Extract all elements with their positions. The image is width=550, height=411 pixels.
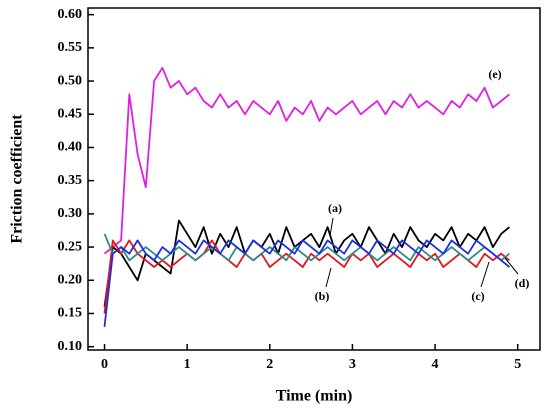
x-tick-label: 5 — [514, 357, 521, 372]
x-tick-label: 4 — [432, 357, 439, 372]
annotation-arrow — [325, 267, 332, 288]
y-tick-label: 0.10 — [58, 339, 83, 354]
x-axis-label: Time (min) — [276, 388, 353, 405]
y-tick-label: 0.60 — [58, 7, 83, 22]
y-axis-label: Friction coefficient — [9, 114, 26, 244]
annotation-arrow — [480, 261, 490, 288]
y-tick-label: 0.35 — [58, 173, 83, 188]
x-tick-label: 2 — [266, 357, 273, 372]
y-tick-label: 0.30 — [58, 206, 83, 221]
annotation-arrow — [329, 217, 334, 237]
y-tick-label: 0.50 — [58, 73, 83, 88]
series-annotation: (b) — [315, 289, 330, 303]
series-annotation: (e) — [488, 67, 501, 81]
y-tick-label: 0.25 — [58, 239, 83, 254]
y-tick-label: 0.45 — [58, 106, 83, 121]
y-tick-label: 0.15 — [58, 306, 83, 321]
series-annotation: (d) — [515, 276, 530, 290]
series-annotation: (c) — [471, 289, 484, 303]
series-line — [103, 239, 510, 327]
series-line — [103, 239, 510, 314]
y-tick-label: 0.20 — [58, 272, 83, 287]
x-tick-label: 0 — [101, 357, 108, 372]
plot-frame — [87, 7, 541, 351]
y-tick-label: 0.40 — [58, 140, 83, 155]
series-line — [103, 66, 510, 255]
annotation-arrow — [504, 257, 519, 275]
x-tick-label: 1 — [184, 357, 191, 372]
x-tick-label: 3 — [349, 357, 356, 372]
y-tick-label: 0.55 — [58, 40, 83, 55]
series-annotation: (a) — [328, 201, 342, 215]
